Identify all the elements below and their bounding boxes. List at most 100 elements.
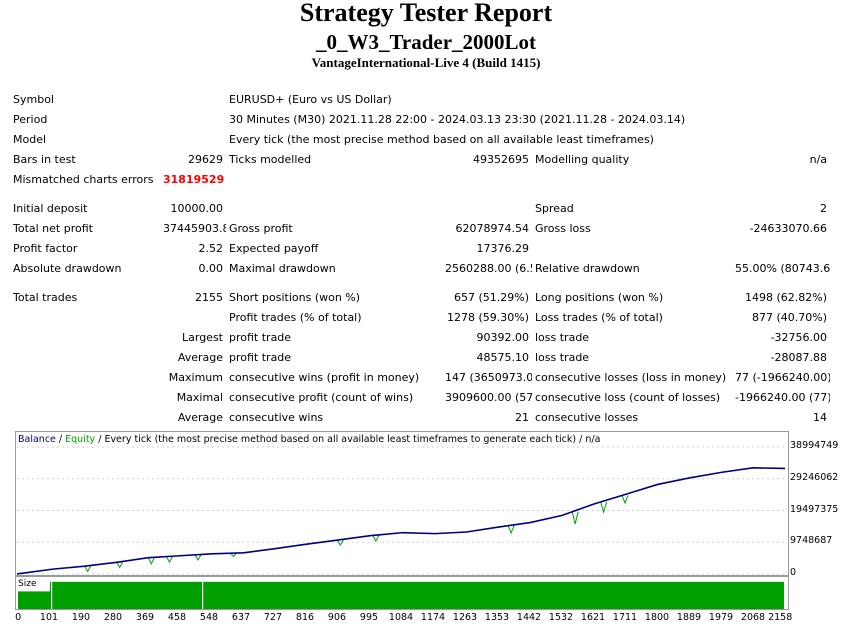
- y-tick-label: 38994749: [790, 440, 839, 451]
- short-positions-label: Short positions (won %): [229, 290, 361, 304]
- row-period: Period 30 Minutes (M30) 2021.11.28 22:00…: [10, 109, 830, 129]
- row-maximal: Maximal consecutive profit (count of win…: [10, 387, 830, 407]
- server-info: VantageInternational-Live 4 (Build 1415): [311, 55, 541, 70]
- avg-consecutive-losses-label: consecutive losses: [535, 410, 639, 424]
- size-label: Size: [18, 579, 37, 589]
- average-loss-value: -28087.88: [770, 350, 828, 364]
- x-tick-label: 1442: [516, 612, 542, 623]
- largest-loss-value: -32756.00: [770, 330, 828, 344]
- net-profit-label: Total net profit: [13, 221, 93, 235]
- ticks-value: 49352695: [473, 152, 529, 166]
- period-label: Period: [13, 112, 48, 126]
- period-value: 30 Minutes (M30) 2021.11.28 22:00 - 2024…: [229, 112, 686, 126]
- row-mismatch: Mismatched charts errors 31819529: [10, 169, 830, 189]
- gross-loss-value: -24633070.66: [749, 221, 828, 235]
- loss-trades-value: 877 (40.70%): [752, 310, 828, 324]
- x-tick-label: 1800: [644, 612, 670, 623]
- long-positions-label: Long positions (won %): [535, 290, 664, 304]
- equity-dip: [147, 557, 155, 566]
- legend-balance: Balance: [18, 434, 56, 445]
- equity-dip: [336, 539, 344, 546]
- total-trades-value: 2155: [195, 290, 223, 304]
- chart-legend: Balance / Equity / Every tick (the most …: [18, 434, 601, 445]
- x-tick-label: 637: [231, 612, 251, 623]
- short-positions-value: 657 (51.29%): [453, 290, 529, 304]
- absolute-drawdown-label: Absolute drawdown: [13, 261, 122, 275]
- row-profit-trades: Profit trades (% of total) 1278 (59.30%)…: [10, 307, 830, 327]
- max-consecutive-profit-value: 3909600.00 (57): [445, 390, 532, 404]
- average-loss-label: loss trade: [535, 350, 590, 364]
- profit-trades-value: 1278 (59.30%): [446, 310, 529, 324]
- equity-dip: [571, 511, 579, 524]
- profit-factor-label: Profit factor: [13, 241, 78, 255]
- x-tick-label: 0: [15, 612, 22, 623]
- avg-consecutive-wins-value: 21: [515, 410, 529, 424]
- row-average-consecutive: Average consecutive wins 21 consecutive …: [10, 407, 830, 427]
- quality-label: Modelling quality: [535, 152, 630, 166]
- x-tick-label: 101: [39, 612, 59, 623]
- balance-chart: [15, 431, 789, 576]
- x-tick-label: 1889: [676, 612, 702, 623]
- row-profit-factor: Profit factor 2.52 Expected payoff 17376…: [10, 238, 830, 258]
- equity-dip: [230, 552, 237, 558]
- average-profit-value: 48575.10: [476, 350, 530, 364]
- ticks-label: Ticks modelled: [229, 152, 312, 166]
- legend-equity: Equity: [65, 434, 96, 445]
- max-consecutive-loss-value: -1966240.00 (77): [735, 390, 831, 404]
- symbol-value: EURUSD+ (Euro vs US Dollar): [229, 92, 392, 106]
- expected-payoff-label: Expected payoff: [229, 241, 319, 255]
- balance-chart-plot: [16, 446, 786, 575]
- row-total-trades: Total trades 2155 Short positions (won %…: [10, 287, 830, 307]
- x-tick-label: 1711: [612, 612, 638, 623]
- max-consecutive-wins-label: consecutive wins (profit in money): [229, 370, 420, 384]
- report-title: Strategy Tester Report: [299, 0, 553, 27]
- equity-dip: [166, 556, 173, 563]
- x-tick-label: 280: [103, 612, 123, 623]
- bars-value: 29629: [188, 152, 223, 166]
- x-tick-label: 1353: [484, 612, 510, 623]
- row-bars: Bars in test 29629 Ticks modelled 493526…: [10, 149, 830, 169]
- row-net-profit: Total net profit 37445903.87 Gross profi…: [10, 218, 830, 238]
- row-largest: Largest profit trade 90392.00 loss trade…: [10, 327, 830, 347]
- maximal-label: Maximal: [176, 390, 223, 404]
- avg-consecutive-wins-label: consecutive wins: [229, 410, 324, 424]
- size-bar: [50, 581, 784, 609]
- equity-dip: [621, 495, 629, 505]
- size-chart-plot: [18, 577, 784, 609]
- x-tick-label: 2158: [768, 612, 793, 623]
- max-consecutive-loss-label: consecutive loss (count of losses): [535, 390, 721, 404]
- legend-model: Every tick (the most precise method base…: [104, 434, 577, 445]
- spread-label: Spread: [535, 201, 574, 215]
- size-bar-start: [18, 591, 50, 609]
- x-tick-label: 1532: [548, 612, 574, 623]
- max-consecutive-losses-value: 77 (-1966240.00): [735, 370, 831, 384]
- avg-consecutive-losses-value: 14: [813, 410, 828, 424]
- gross-loss-label: Gross loss: [535, 221, 591, 235]
- size-gap: [202, 577, 204, 609]
- x-tick-label: 1084: [388, 612, 414, 623]
- row-symbol: Symbol EURUSD+ (Euro vs US Dollar): [10, 89, 830, 109]
- initial-deposit-label: Initial deposit: [13, 201, 88, 215]
- x-tick-label: 190: [71, 612, 91, 623]
- x-tick-label: 369: [135, 612, 155, 623]
- equity-dip: [84, 565, 92, 573]
- equity-dip: [372, 535, 380, 543]
- symbol-label: Symbol: [13, 92, 54, 106]
- maximal-drawdown-label: Maximal drawdown: [229, 261, 336, 275]
- x-tick-label: 816: [295, 612, 315, 623]
- maximal-drawdown-value: 2560288.00 (6.50%): [445, 261, 532, 275]
- equity-dip: [507, 525, 515, 535]
- profit-trades-label: Profit trades (% of total): [229, 310, 362, 324]
- gross-profit-value: 62078974.54: [455, 221, 529, 235]
- maximum-label: Maximum: [168, 370, 223, 384]
- initial-deposit-value: 10000.00: [170, 201, 224, 215]
- max-consecutive-losses-label: consecutive losses (loss in money): [535, 370, 727, 384]
- mismatch-value: 31819529: [163, 172, 225, 186]
- x-tick-label: 458: [167, 612, 187, 623]
- average-label: Average: [177, 350, 223, 364]
- largest-label: Largest: [182, 330, 223, 344]
- spread-value: 2: [820, 201, 828, 215]
- y-tick-label: 29246062: [790, 471, 839, 483]
- size-chart: [15, 576, 789, 610]
- x-tick-label: 906: [327, 612, 347, 623]
